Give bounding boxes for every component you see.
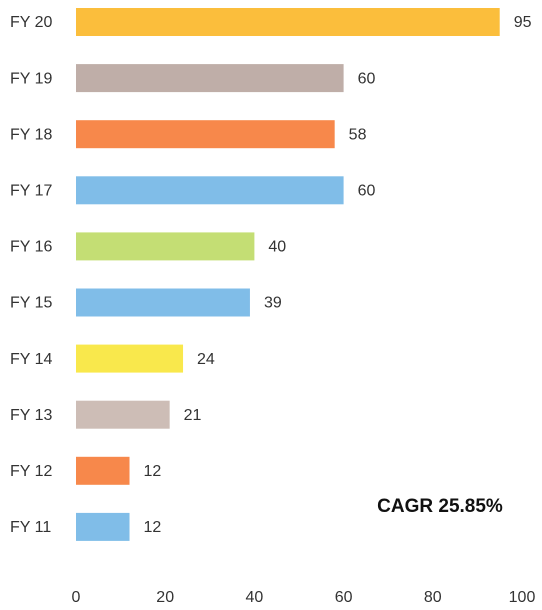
- value-label: 60: [358, 70, 376, 87]
- bar: [76, 8, 500, 36]
- y-tick-label: FY 13: [10, 407, 53, 424]
- y-tick-label: FY 11: [10, 519, 51, 536]
- value-label: 24: [197, 351, 215, 368]
- x-tick-label: 80: [424, 589, 442, 606]
- value-label: 60: [358, 183, 376, 200]
- y-tick-label: FY 17: [10, 183, 53, 200]
- y-tick-label: FY 12: [10, 463, 53, 480]
- bar: [76, 176, 344, 205]
- y-tick-label: FY 20: [10, 14, 53, 31]
- y-tick-label: FY 18: [10, 126, 53, 143]
- bar: [76, 400, 170, 429]
- annotation: CAGR 25.85%: [377, 496, 503, 517]
- y-tick-label: FY 16: [10, 239, 53, 256]
- value-label: 40: [268, 239, 286, 256]
- bar: [76, 64, 344, 93]
- value-label: 95: [514, 14, 532, 31]
- value-label: 12: [144, 519, 162, 536]
- bar: [76, 344, 184, 373]
- value-label: 39: [264, 295, 282, 312]
- bar: [76, 120, 335, 149]
- x-tick-label: 0: [72, 589, 81, 606]
- x-tick-label: 100: [509, 589, 536, 606]
- x-tick-label: 40: [246, 589, 264, 606]
- y-tick-label: FY 15: [10, 295, 53, 312]
- y-tick-label: FY 19: [10, 70, 53, 87]
- bar: [76, 288, 250, 317]
- value-label: 58: [349, 126, 367, 143]
- bar: [76, 232, 255, 261]
- bar: [76, 456, 130, 485]
- x-tick-label: 60: [335, 589, 353, 606]
- value-label: 21: [184, 407, 202, 424]
- x-tick-label: 20: [156, 589, 174, 606]
- bar: [76, 512, 130, 541]
- y-tick-label: FY 14: [10, 351, 53, 368]
- value-label: 12: [144, 463, 162, 480]
